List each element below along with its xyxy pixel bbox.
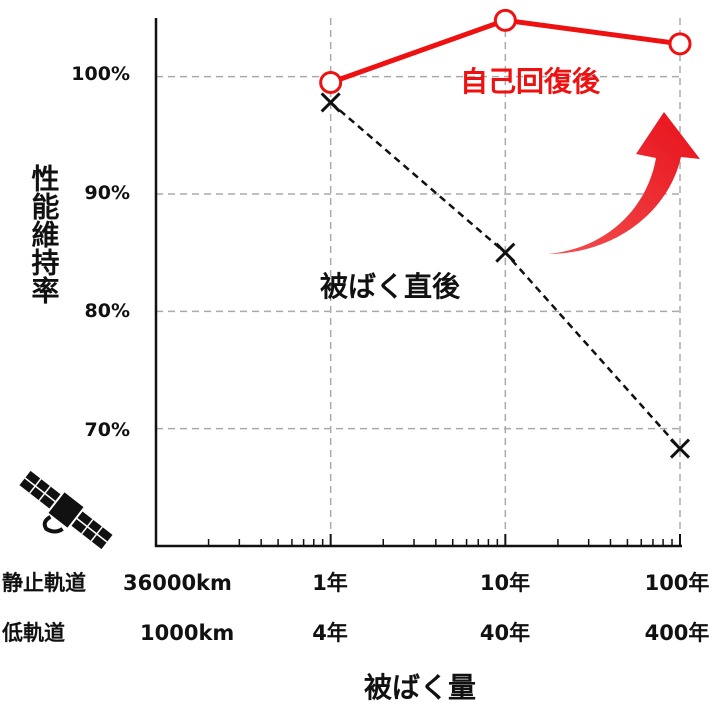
data-point-x-stroke [495, 242, 516, 263]
data-point-circle [668, 32, 692, 56]
series-layer [319, 8, 692, 459]
data-point-x [320, 92, 341, 113]
x-label-row-leo: 低軌道 1000km 4年 40年 400年 [1, 621, 709, 645]
y-tick-label: 80% [85, 300, 130, 322]
grid [156, 18, 681, 546]
x-tick-label: 100年 [645, 571, 710, 595]
satellite-icon [19, 470, 113, 550]
x-tick-label: 10年 [480, 571, 530, 595]
x-tick-label: 1年 [312, 571, 348, 595]
x-row-name: 静止軌道 [2, 571, 86, 595]
data-point-x [669, 438, 691, 459]
y-axis-title: 性能維持率 [28, 164, 61, 304]
x-row-name: 低軌道 [1, 621, 65, 645]
x-tick-label: 400年 [645, 621, 710, 645]
x-row-unit-value: 36000km [123, 571, 232, 595]
minor-ticks [207, 534, 681, 546]
x-row-unit-value: 1000km [140, 621, 234, 645]
x-tick-label: 4年 [312, 621, 348, 645]
data-point-circle [493, 8, 517, 32]
x-axis-title: 被ばく量 [364, 671, 476, 704]
series-label-recovered: 自己回復後 [460, 65, 601, 98]
x-label-row-geo: 静止軌道 36000km 1年 10年 100年 [2, 571, 709, 595]
data-point-x-stroke [669, 438, 691, 459]
y-tick-labels: 100% 90% 80% 70% [71, 63, 130, 441]
data-point-x-stroke [320, 92, 341, 113]
series-label-irradiated: 被ばく直後 [320, 270, 461, 303]
data-point-circle [319, 71, 343, 95]
data-point-x [495, 242, 516, 263]
x-tick-label: 40年 [480, 621, 530, 645]
y-tick-label: 90% [85, 182, 130, 204]
y-tick-label: 100% [71, 63, 130, 85]
axes [154, 18, 682, 548]
recovery-arrow-icon [548, 112, 700, 254]
y-tick-label: 70% [85, 419, 130, 441]
